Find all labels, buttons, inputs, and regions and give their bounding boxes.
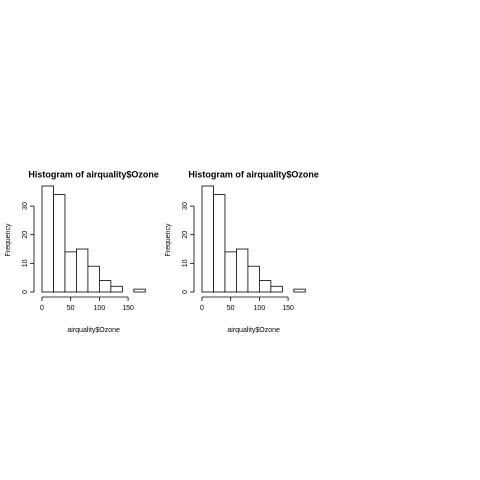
bar — [224, 251, 237, 293]
chart-title: Histogram of airquality$Ozone — [188, 169, 319, 179]
x-tick-label: 0 — [200, 305, 204, 312]
bar — [293, 288, 306, 293]
x-axis-label: airquality$Ozone — [227, 327, 280, 334]
x-tick-label: 50 — [67, 305, 75, 312]
y-tick-label: 20 — [22, 231, 29, 239]
panel: Histogram of airquality$Ozone airquality$… — [5, 169, 159, 333]
y-tick-label: 20 — [182, 231, 189, 239]
bar — [201, 185, 214, 293]
y-tick-label: 10 — [182, 259, 189, 267]
y-axis-label: Frequency — [5, 223, 12, 257]
bar — [41, 185, 54, 293]
y-tick-label: 0 — [22, 290, 29, 294]
x-tick-label: 50 — [227, 305, 235, 312]
y-tick-label: 30 — [182, 202, 189, 210]
bar — [53, 194, 66, 293]
panel: Histogram of airquality$Ozone airquality$… — [165, 169, 319, 333]
x-tick-label: 150 — [122, 305, 134, 312]
bar — [110, 285, 123, 293]
bar — [247, 265, 260, 293]
bar — [258, 280, 272, 293]
y-tick-label: 10 — [22, 259, 29, 267]
bar — [98, 280, 112, 293]
y-tick-label: 0 — [182, 290, 189, 294]
bar — [236, 248, 249, 293]
x-tick-label: 0 — [40, 305, 44, 312]
bar — [64, 251, 77, 293]
y-axis-label: Frequency — [165, 223, 172, 257]
x-tick-label: 100 — [254, 305, 266, 312]
bar — [76, 248, 89, 293]
x-tick-label: 100 — [94, 305, 106, 312]
bar — [87, 265, 100, 293]
x-tick-label: 150 — [282, 305, 294, 312]
bar — [213, 194, 226, 293]
chart-title: Histogram of airquality$Ozone — [28, 169, 159, 179]
y-tick-label: 30 — [22, 202, 29, 210]
bar — [270, 285, 283, 293]
x-axis-label: airquality$Ozone — [67, 327, 120, 334]
bar — [133, 288, 146, 293]
